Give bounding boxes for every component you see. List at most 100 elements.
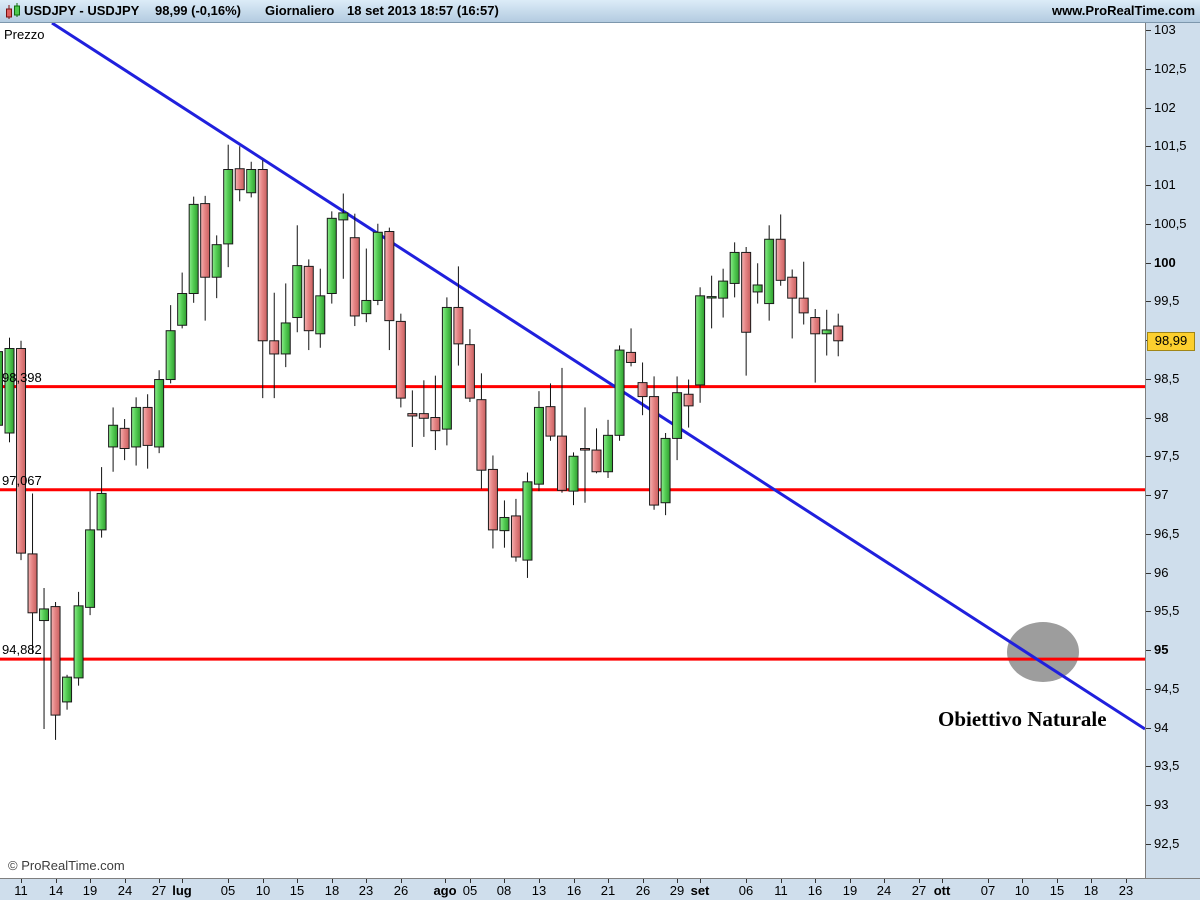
y-axis-tick xyxy=(1146,379,1151,380)
candle xyxy=(349,213,360,327)
candle xyxy=(119,419,130,461)
candle xyxy=(660,433,671,516)
x-axis-tick xyxy=(1091,879,1092,883)
x-axis-tick-label: 21 xyxy=(600,883,616,898)
x-axis-tick-label: 05 xyxy=(220,883,236,898)
candle xyxy=(338,193,349,279)
x-axis-tick xyxy=(677,879,678,883)
y-axis-tick xyxy=(1146,301,1151,302)
x-axis-tick xyxy=(1022,879,1023,883)
y-axis-tick-label: 101,5 xyxy=(1154,138,1187,153)
price-axis-title: Prezzo xyxy=(4,27,45,42)
candle xyxy=(752,263,763,304)
x-axis-tick-label: 15 xyxy=(1049,883,1065,898)
x-axis-tick xyxy=(182,879,183,883)
last-quote: 98,99 (-0,16%) xyxy=(155,3,241,18)
x-axis-tick-label: 27 xyxy=(151,883,167,898)
y-axis-tick-label: 98,5 xyxy=(1154,371,1180,386)
candle xyxy=(39,588,50,730)
x-axis-tick xyxy=(539,879,540,883)
x-axis-tick xyxy=(159,879,160,883)
y-axis-tick xyxy=(1146,766,1151,767)
annotation-obiettivo-naturale: Obiettivo Naturale xyxy=(938,707,1107,731)
y-axis-tick-label: 96,5 xyxy=(1154,526,1180,541)
candle xyxy=(131,397,142,466)
candle xyxy=(798,261,809,325)
y-axis-tick xyxy=(1146,689,1151,690)
candle xyxy=(430,375,441,451)
chart-plot-area[interactable]: Prezzo © ProRealTime.com Obiettivo Natur… xyxy=(0,23,1145,878)
y-axis-tick-label: 102 xyxy=(1154,100,1176,115)
candle xyxy=(499,500,510,548)
candle xyxy=(787,269,798,339)
candle xyxy=(810,309,821,383)
y-axis-tick xyxy=(1146,534,1151,535)
x-axis-tick-label: 10 xyxy=(255,883,271,898)
candle xyxy=(326,211,337,304)
candle xyxy=(372,223,383,306)
x-axis-tick xyxy=(643,879,644,883)
candle xyxy=(603,419,614,478)
y-axis-tick xyxy=(1146,573,1151,574)
y-axis-tick-label: 94,5 xyxy=(1154,681,1180,696)
y-axis-tick-label: 99,5 xyxy=(1154,293,1180,308)
chart-canvas xyxy=(0,23,1145,740)
support-line-label: 94,882 xyxy=(2,642,42,657)
x-axis-tick xyxy=(228,879,229,883)
candle xyxy=(73,591,84,686)
candle xyxy=(188,196,199,303)
y-axis-tick xyxy=(1146,418,1151,419)
candle xyxy=(464,329,475,402)
trendline-layer xyxy=(51,23,1145,731)
candlestick-icon xyxy=(6,3,20,19)
target-ellipse-layer xyxy=(1007,622,1079,682)
y-axis-tick-label: 94 xyxy=(1154,720,1169,735)
candle xyxy=(591,428,602,474)
y-axis-tick xyxy=(1146,805,1151,806)
candle xyxy=(614,345,625,441)
y-axis-tick-label: 102,5 xyxy=(1154,61,1187,76)
candle xyxy=(0,351,3,426)
x-axis-tick-label: 18 xyxy=(324,883,340,898)
x-axis-tick-label: 23 xyxy=(1118,883,1134,898)
y-axis-tick-label: 97 xyxy=(1154,487,1169,502)
candle xyxy=(533,391,544,492)
candle xyxy=(626,328,637,367)
y-axis-tick-label: 101 xyxy=(1154,177,1176,192)
candle xyxy=(292,225,303,333)
candle xyxy=(257,160,268,399)
x-axis-tick xyxy=(90,879,91,883)
y-axis-tick xyxy=(1146,456,1151,457)
x-axis-tick-label: 15 xyxy=(289,883,305,898)
y-axis-tick xyxy=(1146,30,1151,31)
x-axis-tick-label: set xyxy=(690,883,710,898)
candle xyxy=(729,242,740,298)
x-axis-tick-label: ott xyxy=(933,883,951,898)
candle xyxy=(303,259,314,351)
candle xyxy=(384,227,395,351)
y-axis-tick-label: 95 xyxy=(1154,642,1169,657)
site-link[interactable]: www.ProRealTime.com xyxy=(1051,3,1195,18)
x-axis-tick-label: 13 xyxy=(531,883,547,898)
y-axis-tick xyxy=(1146,495,1151,496)
support-line-label: 98,398 xyxy=(2,370,42,385)
x-axis-tick-label: lug xyxy=(172,883,192,898)
x-axis-tick xyxy=(700,879,701,883)
x-axis-tick-label: 06 xyxy=(738,883,754,898)
date-axis[interactable]: 11 14 19 24 27 lug 05 10 15 18 23 26 ago 05 08 13 16 21 26… xyxy=(0,878,1200,900)
x-axis-tick xyxy=(125,879,126,883)
title-bar: USDJPY - USDJPY 98,99 (-0,16%) Giornalie… xyxy=(0,0,1200,23)
price-axis[interactable]: 103102,5102101,5101100,510099,59998,5989… xyxy=(1145,22,1200,878)
support-line-label: 97,067 xyxy=(2,473,42,488)
candle xyxy=(246,161,257,198)
candle xyxy=(27,493,38,654)
candle xyxy=(441,297,452,446)
trendline[interactable] xyxy=(51,23,1145,731)
x-axis-tick-label: 18 xyxy=(1083,883,1099,898)
x-axis-tick-label: 11 xyxy=(14,883,28,898)
watermark: © ProRealTime.com xyxy=(8,858,125,873)
candlestick-series xyxy=(0,144,844,740)
y-axis-tick-label: 98 xyxy=(1154,410,1169,425)
candle xyxy=(510,498,521,562)
